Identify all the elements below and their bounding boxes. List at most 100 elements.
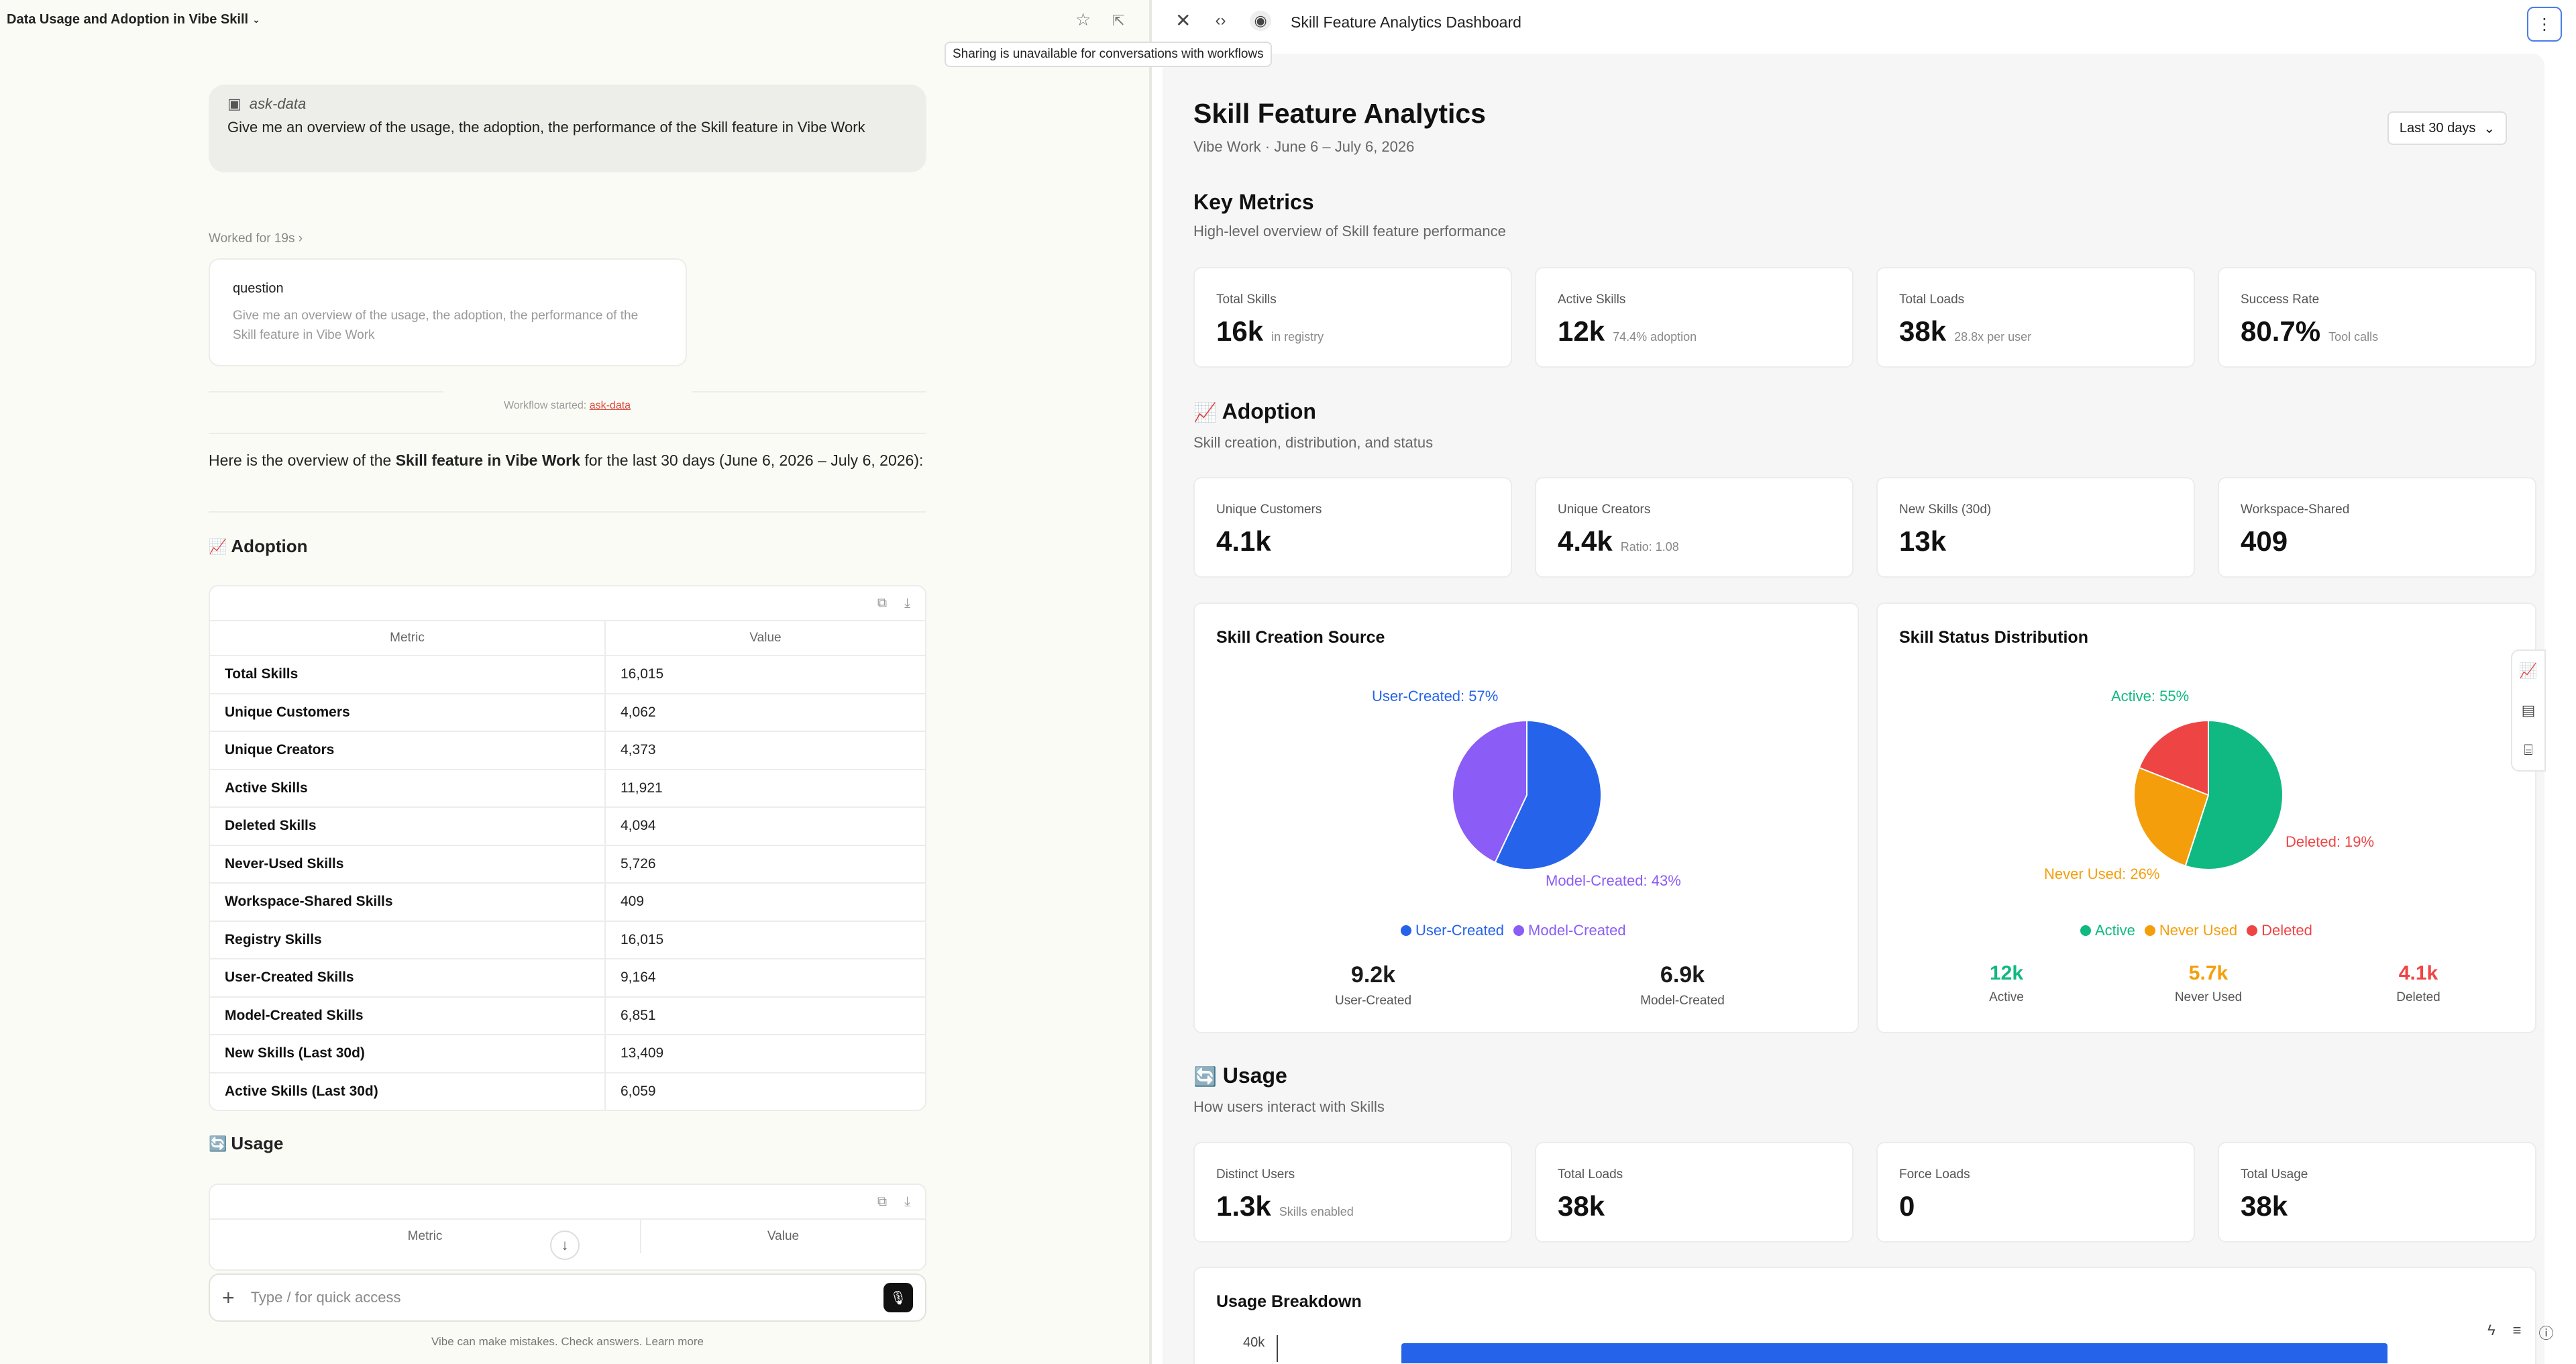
metric-value: 0: [1899, 1190, 1915, 1222]
copy-icon[interactable]: ⧉: [877, 1194, 888, 1209]
metric-card: Total Usage 38k: [2218, 1142, 2536, 1243]
lightning-icon[interactable]: ϟ: [2487, 1322, 2496, 1339]
metric-card: Total Loads 38k: [1535, 1142, 1854, 1243]
usage-section-heading: 🔄 Usage: [1193, 1063, 1287, 1088]
metric-note: Ratio: 1.08: [1620, 540, 1679, 554]
chart-increasing-icon: 📈: [1193, 402, 1217, 423]
stat-active: 12k Active: [1953, 962, 2060, 1005]
workflow-started-label: Workflow started:: [503, 400, 587, 411]
stat-model-created: 6.9k Model-Created: [1615, 962, 1750, 1008]
metric-card: Active Skills 12k 74.4% adoption: [1535, 267, 1854, 368]
metric-value: 409: [2241, 525, 2288, 557]
stat-user-created: 9.2k User-Created: [1306, 962, 1440, 1008]
metric-cell: Registry Skills: [210, 921, 606, 958]
metric-cell: User-Created Skills: [210, 959, 606, 996]
chevron-right-icon: ›: [298, 231, 303, 246]
microphone-icon[interactable]: 🎙: [883, 1283, 913, 1312]
plus-icon[interactable]: +: [222, 1285, 235, 1310]
date-range-select[interactable]: Last 30 days ⌄: [2387, 111, 2507, 145]
share-icon[interactable]: ⇱: [1112, 12, 1125, 29]
download-icon[interactable]: ⤓: [904, 1194, 910, 1209]
table-header: Metric Value: [210, 620, 925, 655]
legend-label: Never Used: [2159, 922, 2238, 939]
divider: [209, 391, 443, 392]
legend-label: User-Created: [1415, 922, 1505, 939]
conversation-title[interactable]: Data Usage and Adoption in Vibe Skill ⌄: [7, 12, 260, 28]
chart-increasing-icon: 📈: [209, 537, 227, 555]
worked-label: Worked for 19s: [209, 231, 295, 246]
metric-cell: Deleted Skills: [210, 808, 606, 845]
metric-cell: Unique Creators: [210, 732, 606, 769]
metric-cell: Total Skills: [210, 656, 606, 693]
sliders-icon[interactable]: ≡: [2512, 1322, 2522, 1339]
chart-title: Skill Status Distribution: [1899, 628, 2088, 647]
table-row: New Skills (Last 30d) 13,409: [210, 1034, 925, 1072]
user-message-text: Give me an overview of the usage, the ad…: [227, 119, 865, 136]
usage-section-heading-text: Usage: [1222, 1063, 1287, 1088]
pie-slice-never-used: [2133, 766, 2210, 867]
value-cell: 9,164: [621, 969, 656, 986]
metric-label: Unique Customers: [1216, 503, 1322, 517]
legend-swatch: [2080, 925, 2091, 936]
skill-status-chart: Skill Status Distribution Active: 55% Ne…: [1876, 602, 2536, 1033]
close-icon[interactable]: ✕: [1175, 10, 1191, 31]
metric-label: Force Loads: [1899, 1167, 1970, 1182]
question-card-title: question: [233, 281, 284, 296]
table-row: Model-Created Skills 6,851: [210, 996, 925, 1034]
stat-label: Never Used: [2174, 990, 2243, 1004]
scroll-down-button[interactable]: ↓: [550, 1230, 580, 1260]
message-composer[interactable]: + Type / for quick access 🎙: [209, 1273, 926, 1322]
metric-card: Unique Creators 4.4k Ratio: 1.08: [1535, 477, 1854, 578]
stat-label: Deleted: [2396, 990, 2440, 1004]
usage-heading: 🔄 Usage: [209, 1133, 283, 1154]
value-cell: 4,062: [621, 704, 656, 720]
table-row: User-Created Skills 9,164: [210, 958, 925, 996]
value-cell: 6,059: [621, 1083, 656, 1099]
arrow-down-icon: ↓: [561, 1237, 569, 1253]
y-tick-label: 40k: [1243, 1335, 1265, 1350]
chart-legend: Active Never Used Deleted: [2080, 922, 2312, 939]
adoption-section-heading-text: Adoption: [1222, 399, 1316, 423]
metric-label: Total Loads: [1558, 1167, 1623, 1182]
key-metrics-subtitle: High-level overview of Skill feature per…: [1193, 223, 1506, 240]
intro-text-bold: Skill feature in Vibe Work: [395, 452, 580, 469]
worked-duration[interactable]: Worked for 19s ›: [209, 231, 303, 246]
adoption-section-heading: 📈 Adoption: [1193, 399, 1316, 424]
metric-card: New Skills (30d) 13k: [1876, 477, 2195, 578]
pie-slice-model-created: [1452, 719, 1527, 863]
metric-label: Unique Creators: [1558, 503, 1651, 517]
pane-divider[interactable]: [1149, 0, 1152, 1364]
workflow-icon: ▣: [227, 95, 241, 112]
code-icon[interactable]: ‹›: [1215, 11, 1226, 30]
value-cell: 5,726: [621, 855, 656, 872]
terminal-icon[interactable]: ⌸: [2524, 741, 2533, 759]
metric-value: 38k: [1899, 315, 1947, 347]
dashboard-subtitle: Vibe Work · June 6 – July 6, 2026: [1193, 138, 1415, 155]
more-options-button[interactable]: ⋮: [2527, 7, 2562, 42]
workflow-link[interactable]: ask-data: [589, 400, 631, 411]
data-icon[interactable]: ▤: [2521, 701, 2536, 719]
table-row: Total Skills 16,015: [210, 655, 925, 693]
metric-label: Total Usage: [2241, 1167, 2308, 1182]
stat-value: 12k: [1989, 962, 2024, 984]
metric-cell: Workspace-Shared Skills: [210, 884, 606, 921]
copy-icon[interactable]: ⧉: [877, 595, 888, 611]
side-toolbar: 📈 ▤ ⌸: [2511, 649, 2546, 772]
intro-text-c: for the last 30 days (June 6, 2026 – Jul…: [580, 452, 924, 469]
download-icon[interactable]: ⤓: [904, 595, 910, 611]
legend-label: Active: [2095, 922, 2135, 939]
eye-icon[interactable]: ◉: [1250, 10, 1271, 31]
question-card-text: Give me an overview of the usage, the ad…: [233, 309, 639, 342]
metric-cell: Active Skills: [210, 770, 606, 806]
metric-note: Skills enabled: [1279, 1205, 1354, 1218]
metric-value: 16k: [1216, 315, 1264, 347]
help-icon[interactable]: ⓘ: [2538, 1325, 2554, 1342]
star-icon[interactable]: ☆: [1075, 9, 1091, 30]
metric-note: 28.8x per user: [1954, 330, 2032, 344]
composer-input[interactable]: Type / for quick access: [250, 1289, 401, 1306]
value-cell: 13,409: [621, 1045, 664, 1061]
table-row: Registry Skills 16,015: [210, 920, 925, 958]
legend-item: Model-Created: [1513, 922, 1626, 939]
date-range-value: Last 30 days: [2399, 120, 2476, 136]
line-chart-icon[interactable]: 📈: [2519, 662, 2538, 679]
